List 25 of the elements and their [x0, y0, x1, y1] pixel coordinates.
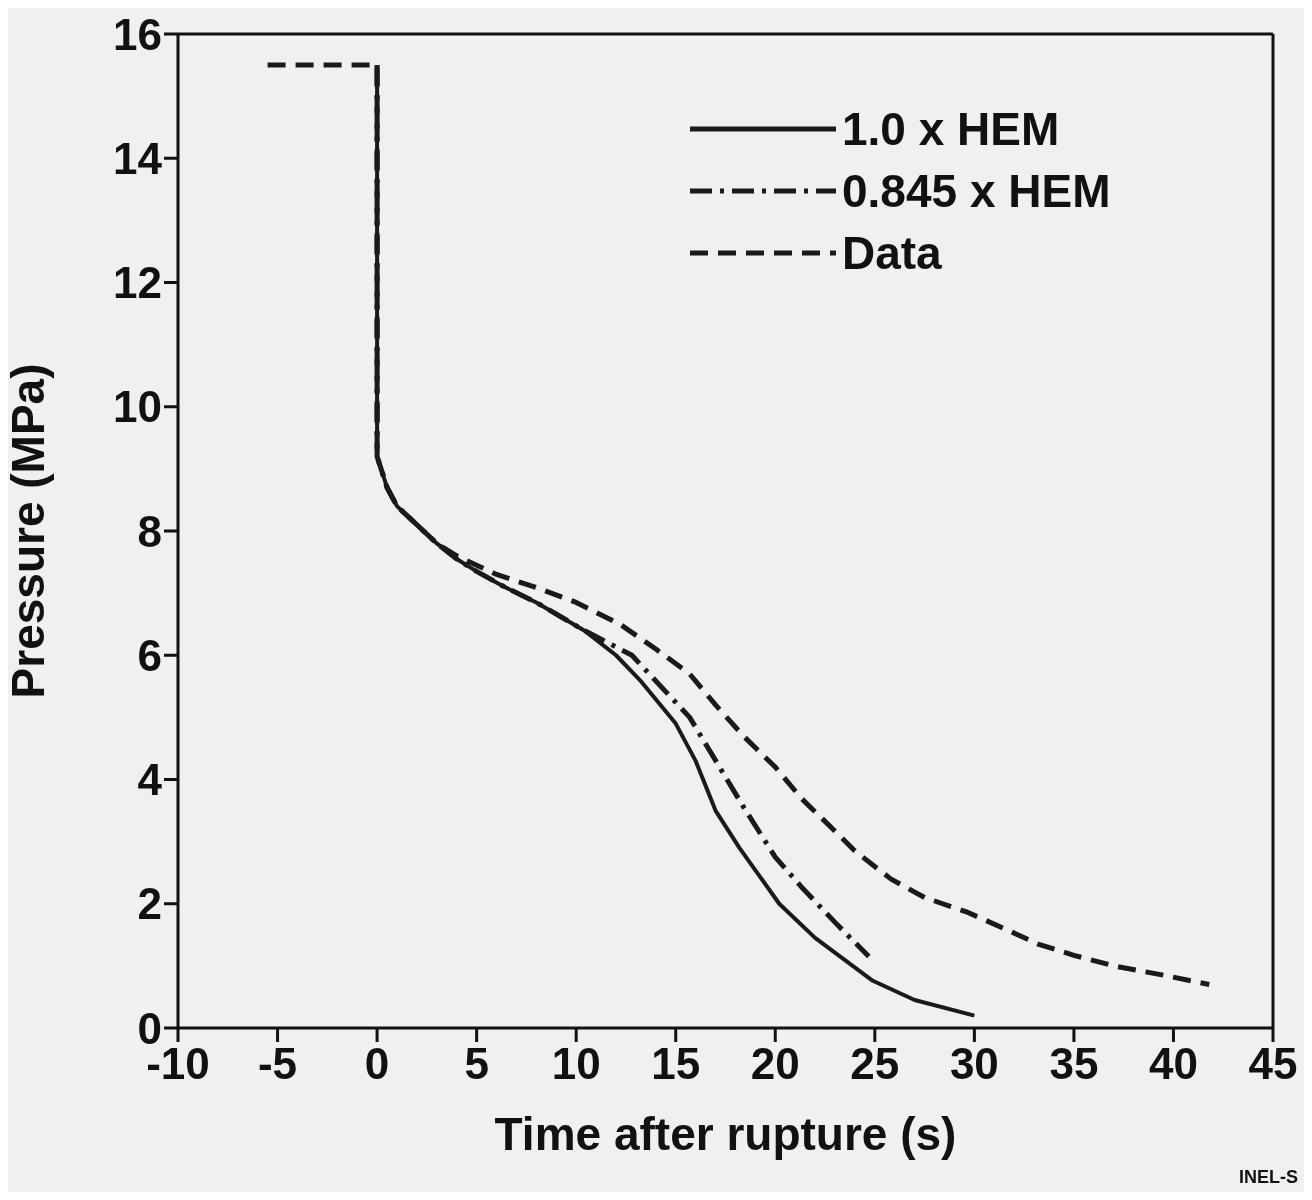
text: INEL-S	[1238, 1167, 1298, 1188]
y-tick-label: 6	[137, 630, 162, 680]
x-tick-label: 25	[850, 1039, 900, 1089]
legend-label: 1.0 x HEM	[842, 102, 1060, 156]
y-axis-title: Pressure (MPa)	[2, 363, 55, 699]
y-tick-label: 12	[113, 258, 162, 308]
x-tick-label: 10	[551, 1039, 601, 1089]
y-tick-label: 10	[113, 382, 162, 432]
legend-label: Data	[842, 226, 942, 280]
x-tick-label: 5	[464, 1039, 489, 1089]
y-tick-label: 14	[113, 133, 163, 183]
x-tick-label: 0	[364, 1039, 390, 1089]
x-tick-label: 45	[1248, 1039, 1298, 1089]
y-tick-label: 4	[137, 755, 163, 805]
y-tick-label: 16	[113, 9, 162, 59]
x-tick-label: 20	[750, 1039, 800, 1089]
y-tick-label: 2	[137, 879, 162, 929]
x-tick-label: -5	[257, 1039, 298, 1089]
y-tick-label: 8	[137, 506, 162, 556]
x-tick-label: 30	[949, 1039, 999, 1089]
x-tick-label: 40	[1148, 1039, 1198, 1089]
legend-label: 0.845 x HEM	[842, 164, 1111, 218]
x-axis-title: Time after rupture (s)	[494, 1108, 957, 1160]
x-tick-label: 15	[651, 1039, 701, 1089]
x-tick-label: 35	[1049, 1039, 1099, 1089]
